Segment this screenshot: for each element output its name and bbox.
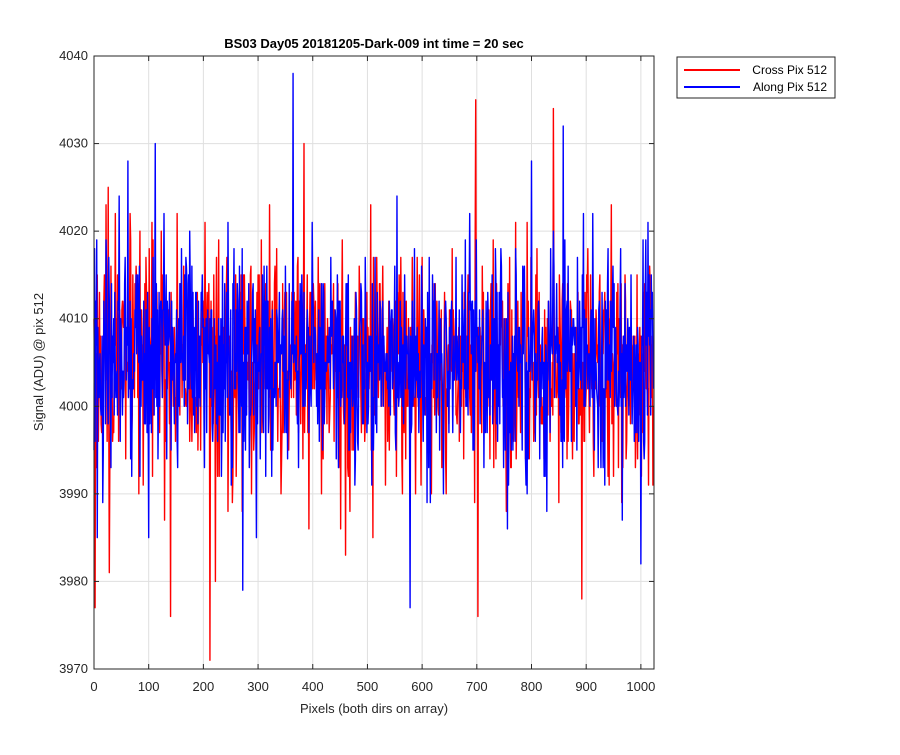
y-tick-label: 4000 (59, 398, 88, 413)
y-tick-label: 4020 (59, 223, 88, 238)
series-line-along-pix-512 (93, 72, 655, 609)
x-tick-label: 400 (302, 679, 324, 694)
x-tick-label: 1000 (626, 679, 655, 694)
x-axis-label: Pixels (both dirs on array) (300, 701, 448, 716)
y-axis-label: Signal (ADU) @ pix 512 (31, 293, 46, 431)
x-tick-label: 200 (193, 679, 215, 694)
y-tick-label: 3970 (59, 661, 88, 676)
legend-box (676, 56, 836, 99)
x-tick-label: 500 (357, 679, 379, 694)
y-tick-label: 4030 (59, 136, 88, 151)
x-tick-label: 800 (521, 679, 543, 694)
y-tick-label: 4010 (59, 311, 88, 326)
x-tick-label: 100 (138, 679, 160, 694)
legend-label-along: Along Pix 512 (753, 80, 827, 94)
y-tick-label: 4040 (59, 48, 88, 63)
x-tick-label: 600 (411, 679, 433, 694)
legend: Cross Pix 512 Along Pix 512 (676, 56, 836, 99)
y-tick-label: 3980 (59, 573, 88, 588)
x-tick-label: 0 (90, 679, 97, 694)
x-tick-label: 900 (575, 679, 597, 694)
chart-title: BS03 Day05 20181205-Dark-009 int time = … (224, 36, 524, 51)
x-tick-label: 700 (466, 679, 488, 694)
plot-frame (93, 55, 655, 670)
x-tick-label: 300 (247, 679, 269, 694)
y-tick-label: 3990 (59, 486, 88, 501)
series-layer (93, 72, 655, 661)
axis-ticks: 0 100 200 300 400 500 600 700 800 900 1000 3970 3980… (59, 48, 655, 694)
legend-label-cross: Cross Pix 512 (752, 63, 827, 77)
